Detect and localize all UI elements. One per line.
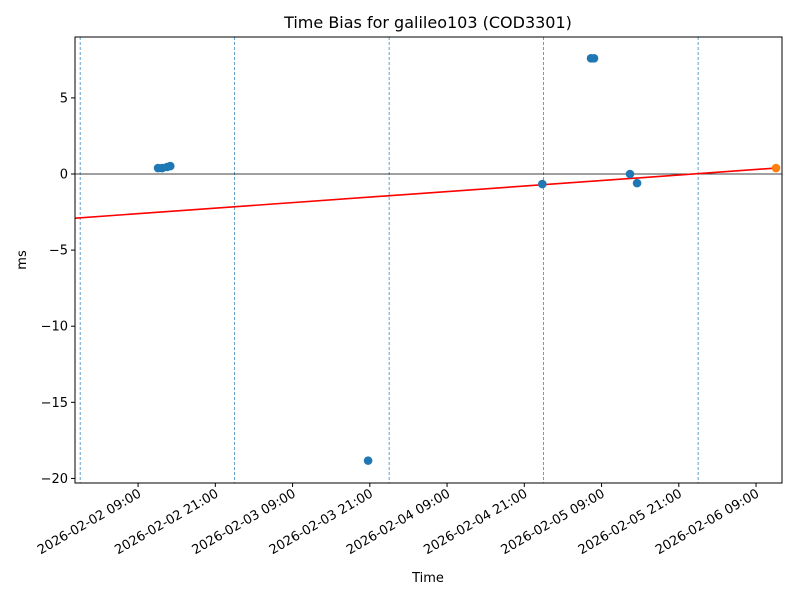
y-axis-label: ms — [15, 250, 30, 270]
chart-title: Time Bias for galileo103 (COD3301) — [283, 13, 572, 32]
plot-frame — [74, 36, 783, 484]
point — [771, 163, 781, 173]
y-tick-label: 0 — [60, 167, 68, 182]
y-tick-label: −10 — [41, 320, 68, 335]
point — [363, 456, 373, 465]
point — [538, 179, 547, 189]
x-axis-label: Time — [411, 571, 444, 586]
point — [625, 169, 635, 179]
regression-line — [75, 167, 777, 219]
point — [165, 161, 175, 171]
y-tick-label: −20 — [41, 472, 68, 487]
y-tick-label: −5 — [49, 244, 68, 259]
y-tick-label: −15 — [41, 396, 68, 411]
point — [589, 54, 599, 63]
point — [632, 178, 642, 188]
y-tick-label: 5 — [60, 91, 68, 106]
